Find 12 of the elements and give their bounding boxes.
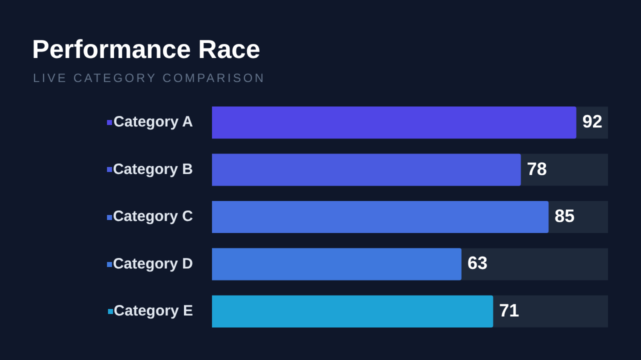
y-tick-label: Category D (112, 255, 194, 272)
data-label: 78 (526, 158, 547, 179)
y-tick-label: Category C (112, 208, 194, 226)
chart-subtitle: LIVE CATEGORY COMPARISON (33, 71, 266, 85)
y-tick-label: Category E (114, 302, 193, 320)
chart-title: Performance Race (32, 34, 260, 65)
data-label: 63 (467, 253, 488, 274)
y-tick-label: Category A (114, 114, 194, 131)
data-label: 71 (499, 300, 520, 320)
y-tick-label: Category B (112, 160, 194, 178)
data-label: 85 (554, 206, 575, 226)
data-label: 92 (582, 112, 602, 132)
